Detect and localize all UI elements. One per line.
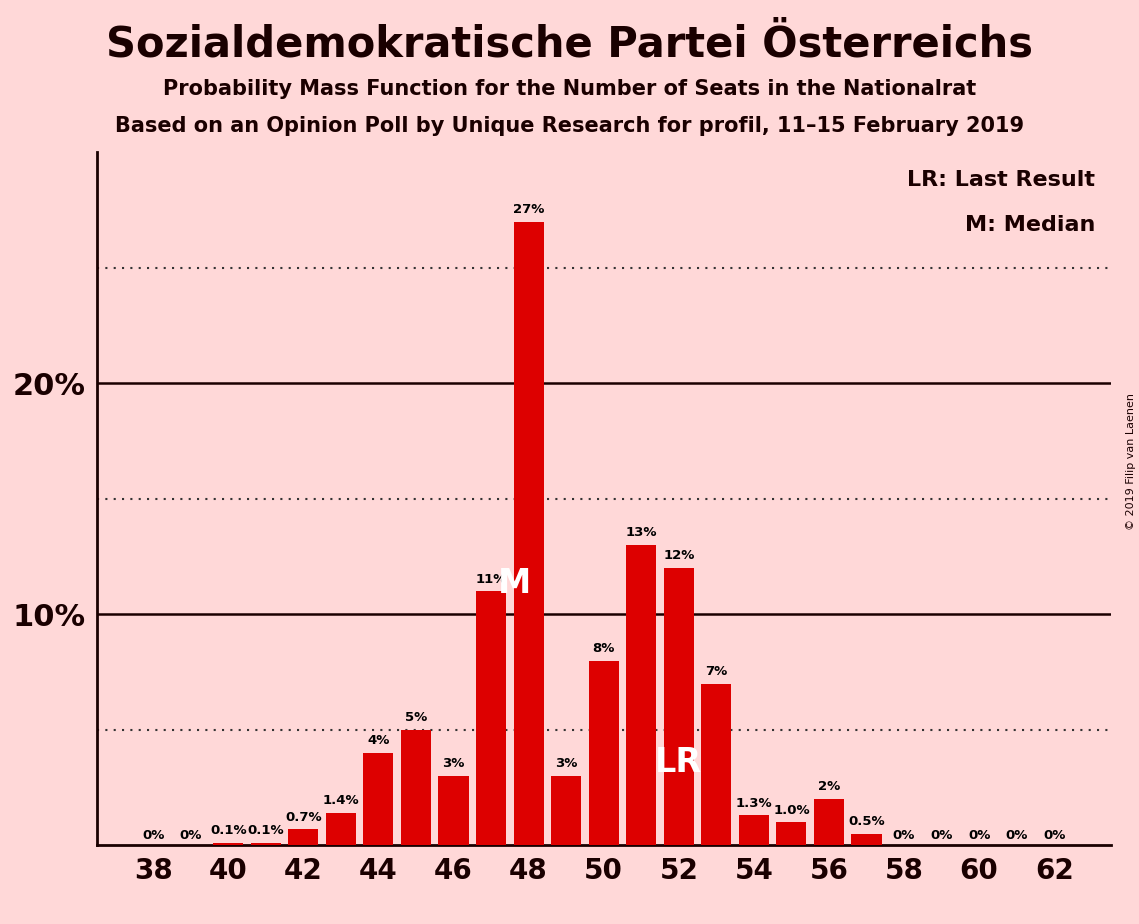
Bar: [326, 813, 355, 845]
Text: 0.7%: 0.7%: [285, 810, 321, 823]
Bar: [251, 844, 281, 845]
Bar: [439, 776, 468, 845]
Bar: [551, 776, 581, 845]
Text: M: M: [498, 567, 531, 600]
Text: LR: LR: [655, 746, 703, 779]
Bar: [664, 568, 694, 845]
Text: LR: Last Result: LR: Last Result: [908, 170, 1096, 189]
Bar: [814, 799, 844, 845]
Text: M: Median: M: Median: [965, 215, 1096, 235]
Bar: [739, 816, 769, 845]
Text: Probability Mass Function for the Number of Seats in the Nationalrat: Probability Mass Function for the Number…: [163, 79, 976, 99]
Text: 0%: 0%: [1006, 829, 1027, 842]
Text: 0%: 0%: [142, 829, 164, 842]
Bar: [702, 684, 731, 845]
Bar: [514, 222, 543, 845]
Text: © 2019 Filip van Laenen: © 2019 Filip van Laenen: [1126, 394, 1136, 530]
Text: 0.5%: 0.5%: [849, 815, 885, 828]
Text: 3%: 3%: [442, 758, 465, 771]
Text: 0.1%: 0.1%: [247, 824, 284, 837]
Text: 1.0%: 1.0%: [773, 804, 810, 817]
Bar: [589, 661, 618, 845]
Text: 1.3%: 1.3%: [736, 796, 772, 809]
Text: 12%: 12%: [663, 550, 695, 563]
Text: 0%: 0%: [968, 829, 990, 842]
Text: 4%: 4%: [367, 735, 390, 748]
Text: 7%: 7%: [705, 665, 728, 678]
Bar: [363, 753, 393, 845]
Bar: [626, 545, 656, 845]
Text: 5%: 5%: [404, 711, 427, 724]
Bar: [852, 834, 882, 845]
Text: 0.1%: 0.1%: [210, 824, 246, 837]
Text: 27%: 27%: [513, 203, 544, 216]
Text: Sozialdemokratische Partei Österreichs: Sozialdemokratische Partei Österreichs: [106, 23, 1033, 65]
Bar: [476, 591, 506, 845]
Text: 0%: 0%: [931, 829, 952, 842]
Bar: [777, 822, 806, 845]
Bar: [288, 830, 318, 845]
Text: 13%: 13%: [625, 527, 657, 540]
Text: 3%: 3%: [555, 758, 577, 771]
Text: Based on an Opinion Poll by Unique Research for profil, 11–15 February 2019: Based on an Opinion Poll by Unique Resea…: [115, 116, 1024, 136]
Text: 0%: 0%: [180, 829, 202, 842]
Text: 8%: 8%: [592, 642, 615, 655]
Bar: [213, 844, 244, 845]
Text: 0%: 0%: [1043, 829, 1065, 842]
Bar: [401, 730, 431, 845]
Text: 11%: 11%: [475, 573, 507, 586]
Text: 0%: 0%: [893, 829, 916, 842]
Text: 2%: 2%: [818, 781, 841, 794]
Text: 1.4%: 1.4%: [322, 795, 359, 808]
